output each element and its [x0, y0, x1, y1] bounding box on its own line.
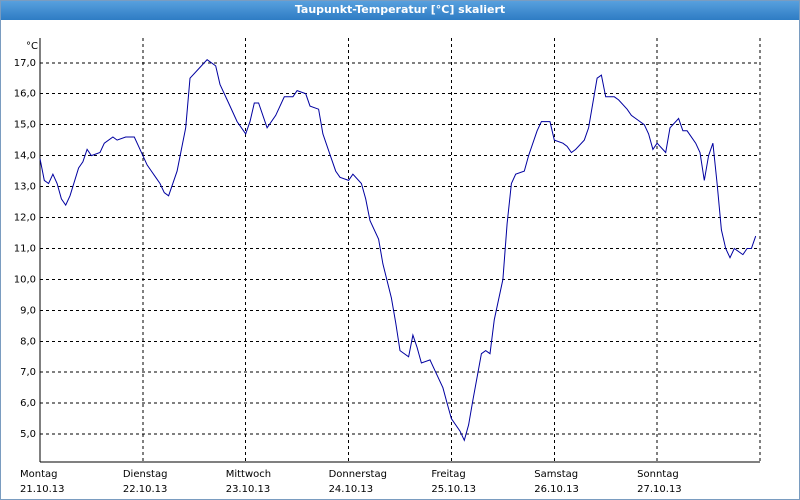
y-tick-label: 6,0: [20, 398, 36, 409]
x-tick-label: Freitag: [431, 469, 465, 480]
x-tick-label: 21.10.13: [20, 484, 65, 495]
x-tick-label: Sonntag: [637, 469, 679, 480]
y-unit: °C: [26, 41, 38, 52]
x-tick-label: Mittwoch: [226, 469, 271, 480]
data-line: [39, 59, 757, 442]
y-tick-label: 15,0: [14, 120, 36, 131]
x-tick-label: 26.10.13: [534, 484, 579, 495]
y-tick-label: 14,0: [14, 151, 36, 162]
y-tick-label: 12,0: [14, 213, 36, 224]
y-tick-label: 11,0: [14, 243, 36, 254]
x-tick-label: Dienstag: [123, 469, 168, 480]
y-tick-label: 13,0: [14, 182, 36, 193]
x-tick-label: Montag: [20, 469, 57, 480]
y-tick-label: 17,0: [14, 58, 36, 69]
y-tick-label: 8,0: [20, 336, 36, 347]
y-tick-label: 9,0: [20, 305, 36, 316]
x-tick-label: 23.10.13: [226, 484, 271, 495]
y-tick-label: 10,0: [14, 274, 36, 285]
y-tick-label: 5,0: [20, 429, 36, 440]
x-tick-label: 25.10.13: [431, 484, 476, 495]
x-tick-label: 24.10.13: [329, 484, 374, 495]
y-tick-label: 7,0: [20, 367, 36, 378]
x-tick-label: Donnerstag: [329, 469, 387, 480]
x-tick-label: Samstag: [534, 469, 578, 480]
y-tick-label: 16,0: [14, 89, 36, 100]
x-tick-label: 22.10.13: [123, 484, 168, 495]
title-bar: [0, 0, 800, 20]
chart-title: Taupunkt-Temperatur [°C] skaliert: [295, 3, 505, 16]
x-tick-label: 27.10.13: [637, 484, 682, 495]
